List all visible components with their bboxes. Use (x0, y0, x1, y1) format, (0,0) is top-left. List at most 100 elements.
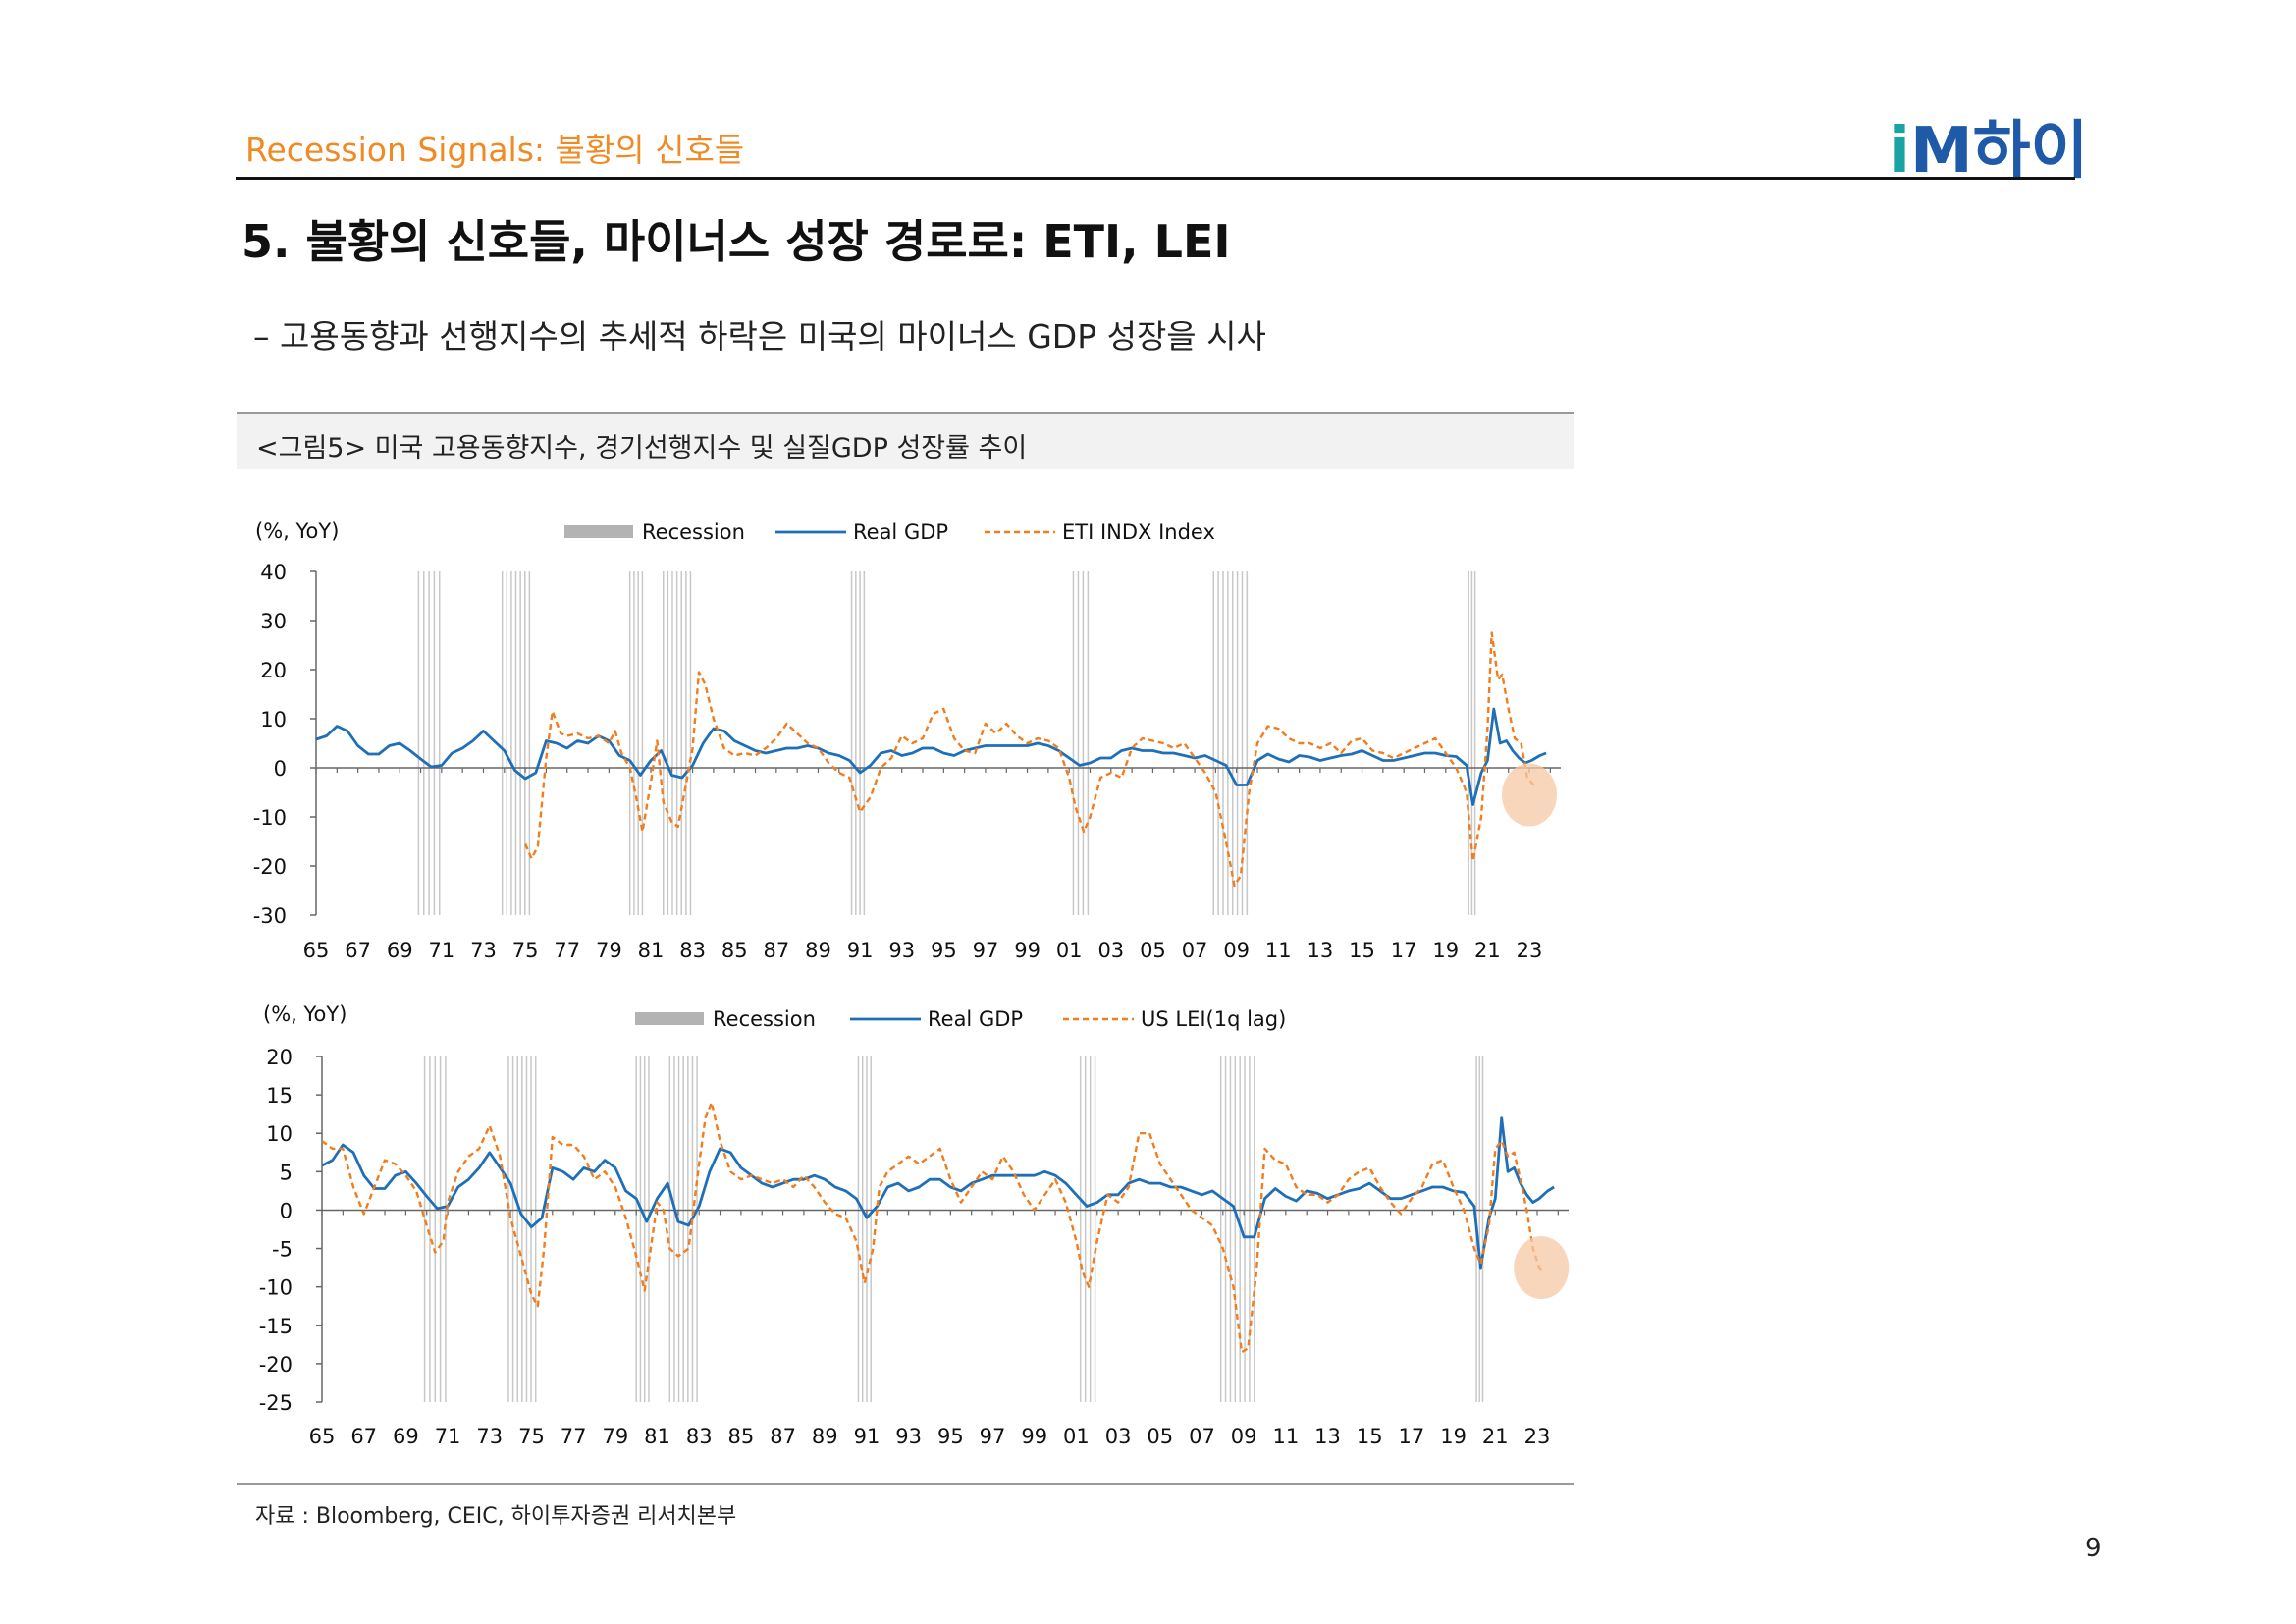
legend-label-real-gdp: Real GDP (853, 520, 948, 544)
x-tick-label: 15 (1349, 939, 1375, 962)
x-tick-label: 73 (476, 1425, 503, 1448)
x-tick-label: 67 (350, 1425, 377, 1448)
y-axis-label: (%, YoY) (255, 519, 339, 543)
x-tick-label: 79 (596, 939, 622, 962)
x-tick-label: 13 (1308, 939, 1334, 962)
x-tick-label: 97 (973, 939, 999, 962)
figure-caption-bar: <그림5> 미국 고용동향지수, 경기선행지수 및 실질GDP 성장률 추이 (237, 412, 1574, 469)
bullet-point: – 고용동향과 선행지수의 추세적 하락은 미국의 마이너스 GDP 성장을 시… (253, 317, 1266, 355)
x-tick-label: 05 (1140, 939, 1166, 962)
x-tick-label: 07 (1182, 939, 1208, 962)
x-tick-label: 87 (770, 1425, 796, 1448)
x-tick-label: 65 (303, 939, 330, 962)
legend-label-indicator: ETI INDX Index (1062, 520, 1215, 544)
x-tick-label: 81 (638, 939, 665, 962)
x-tick-label: 03 (1105, 1425, 1132, 1448)
y-tick-label: 10 (260, 708, 287, 731)
x-tick-label: 81 (644, 1425, 670, 1448)
page-number: 9 (2085, 1534, 2102, 1563)
x-tick-label: 97 (980, 1425, 1006, 1448)
x-tick-label: 69 (387, 939, 413, 962)
x-tick-label: 91 (847, 939, 874, 962)
legend-swatch-recession (635, 1012, 704, 1025)
x-tick-label: 67 (345, 939, 371, 962)
y-tick-label: 0 (274, 757, 287, 781)
series-line-real-gdp (315, 707, 1547, 806)
y-tick-label: 20 (266, 1046, 293, 1069)
section-label: Recession Signals: 불황의 신호들 (245, 131, 745, 169)
series-line-us-lei-1q-lag- (321, 1101, 1545, 1354)
y-axis-label: (%, YoY) (263, 1002, 347, 1026)
y-tick-label: -25 (259, 1391, 293, 1415)
highlight-circle (1514, 1236, 1570, 1300)
x-tick-label: 23 (1524, 1425, 1551, 1448)
x-tick-label: 93 (888, 939, 915, 962)
x-tick-label: 23 (1517, 939, 1543, 962)
source-note: 자료 : Bloomberg, CEIC, 하이투자증권 리서치본부 (255, 1504, 737, 1529)
y-tick-label: 5 (280, 1161, 293, 1184)
x-tick-label: 91 (854, 1425, 881, 1448)
x-tick-label: 19 (1440, 1425, 1467, 1448)
y-tick-label: 30 (260, 610, 287, 633)
y-tick-label: 15 (266, 1084, 293, 1108)
company-logo: iM하이 (1889, 100, 2088, 188)
legend-label-recession: Recession (642, 520, 745, 544)
legend-label-recession: Recession (713, 1007, 816, 1031)
x-tick-label: 73 (470, 939, 497, 962)
x-tick-label: 75 (518, 1425, 545, 1448)
y-tick-label: 40 (260, 561, 287, 584)
y-tick-label: -30 (253, 904, 287, 928)
legend-label-real-gdp: Real GDP (928, 1007, 1023, 1031)
y-tick-label: -20 (259, 1353, 293, 1377)
x-tick-label: 83 (686, 1425, 713, 1448)
x-tick-label: 09 (1231, 1425, 1257, 1448)
x-tick-label: 03 (1097, 939, 1124, 962)
x-tick-label: 69 (393, 1425, 419, 1448)
x-tick-label: 01 (1063, 1425, 1090, 1448)
highlight-circle (1502, 763, 1558, 827)
logo-m-letter: M (1909, 115, 1973, 188)
figure-caption: <그림5> 미국 고용동향지수, 경기선행지수 및 실질GDP 성장률 추이 (256, 433, 1028, 463)
y-tick-label: 0 (280, 1199, 293, 1222)
x-tick-label: 95 (937, 1425, 964, 1448)
x-tick-label: 15 (1357, 1425, 1383, 1448)
y-tick-label: -20 (253, 855, 287, 879)
x-tick-label: 05 (1147, 1425, 1173, 1448)
x-tick-label: 99 (1021, 1425, 1047, 1448)
x-tick-label: 77 (554, 939, 580, 962)
x-tick-label: 17 (1391, 939, 1417, 962)
x-tick-label: 19 (1432, 939, 1459, 962)
x-tick-label: 17 (1399, 1425, 1425, 1448)
series-line-eti-indx-index (523, 631, 1535, 888)
x-tick-label: 11 (1265, 939, 1292, 962)
header-divider (236, 177, 2075, 180)
x-tick-label: 89 (812, 1425, 838, 1448)
x-tick-label: 11 (1272, 1425, 1299, 1448)
x-tick-label: 71 (435, 1425, 461, 1448)
x-tick-label: 75 (512, 939, 539, 962)
x-tick-label: 01 (1056, 939, 1083, 962)
x-tick-label: 09 (1223, 939, 1250, 962)
x-tick-label: 85 (721, 939, 748, 962)
x-tick-label: 77 (561, 1425, 587, 1448)
page-title: 5. 불황의 신호들, 마이너스 성장 경로로: ETI, LEI (241, 215, 1231, 268)
x-tick-label: 21 (1482, 1425, 1509, 1448)
legend-label-indicator: US LEI(1q lag) (1141, 1007, 1286, 1031)
x-tick-label: 71 (428, 939, 454, 962)
logo-korean-text: 하이 (1972, 115, 2089, 188)
logo-i-letter: i (1889, 115, 1910, 188)
x-tick-label: 83 (679, 939, 706, 962)
x-tick-label: 99 (1014, 939, 1041, 962)
x-tick-label: 85 (728, 1425, 755, 1448)
y-tick-label: 20 (260, 659, 287, 682)
y-tick-label: -10 (253, 806, 287, 830)
y-tick-label: -15 (259, 1315, 293, 1338)
x-tick-label: 79 (602, 1425, 628, 1448)
x-tick-label: 13 (1314, 1425, 1341, 1448)
x-tick-label: 21 (1474, 939, 1501, 962)
y-tick-label: -5 (272, 1238, 293, 1262)
x-tick-label: 65 (309, 1425, 336, 1448)
x-tick-label: 93 (895, 1425, 922, 1448)
x-tick-label: 89 (805, 939, 831, 962)
